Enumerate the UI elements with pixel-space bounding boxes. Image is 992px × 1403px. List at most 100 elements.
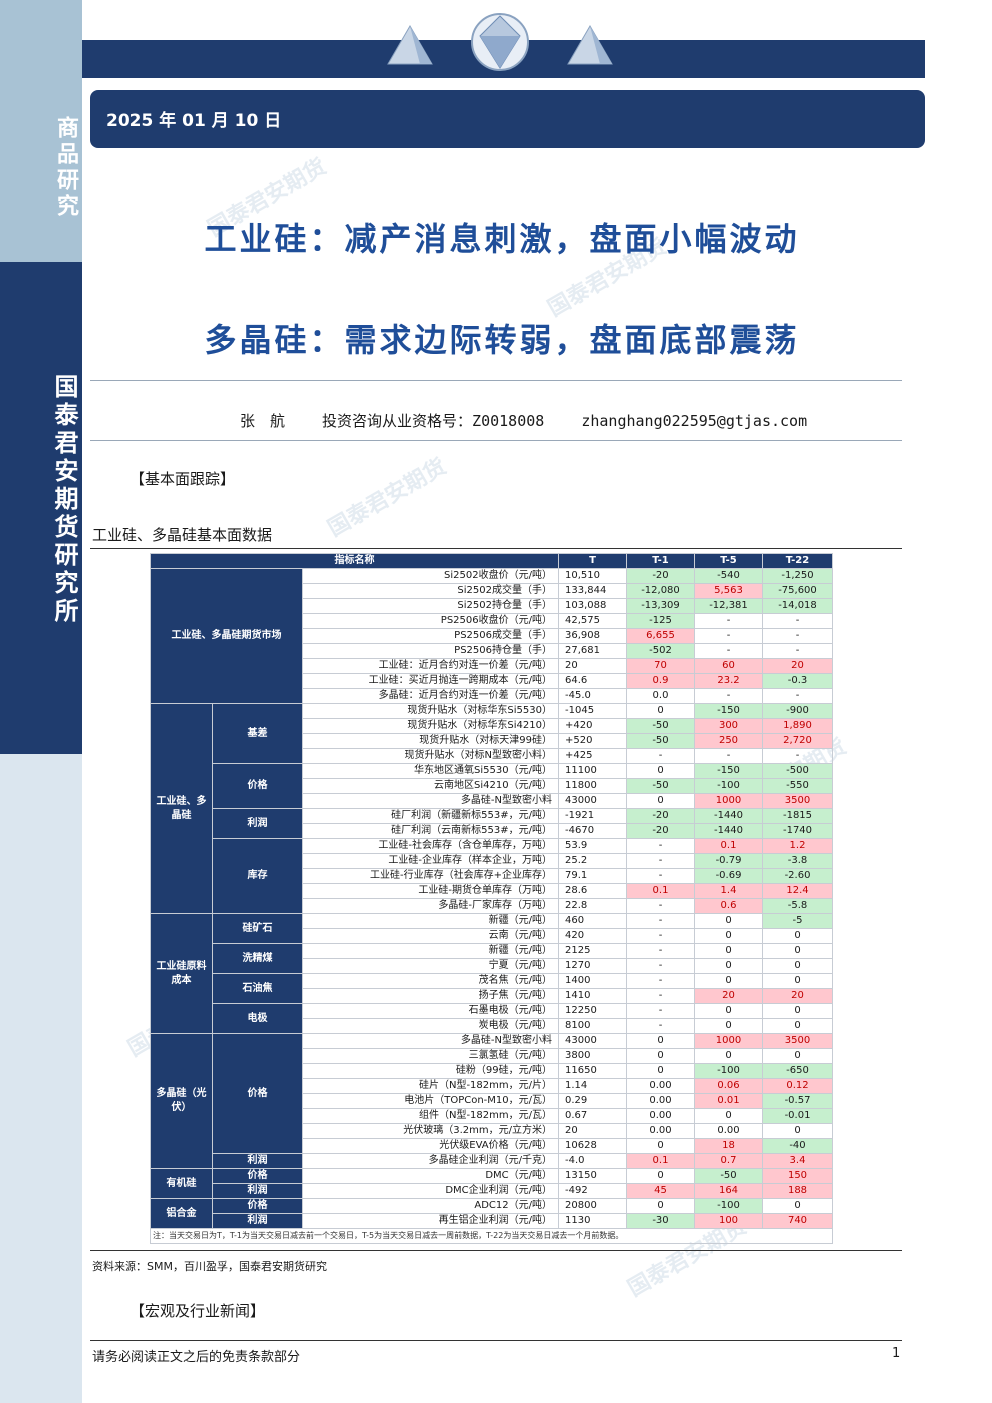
table-row: 现货升贴水（对标华东Si4210） +420 -50 300 1,890 bbox=[151, 718, 833, 734]
indicator-name: Si2502收盘价（元/吨） bbox=[302, 568, 559, 584]
change-t5: 1000 bbox=[694, 793, 763, 809]
change-t22: - bbox=[762, 643, 833, 659]
change-t5: - bbox=[694, 748, 763, 764]
change-t22: -2.60 bbox=[762, 868, 833, 884]
change-t22: -14,018 bbox=[762, 598, 833, 614]
value-t: 8100 bbox=[558, 1018, 627, 1034]
change-t1: - bbox=[626, 898, 695, 914]
change-t5: -12,381 bbox=[694, 598, 763, 614]
value-t: 460 bbox=[558, 913, 627, 929]
change-t22: 150 bbox=[762, 1168, 833, 1184]
change-t22: 1.2 bbox=[762, 838, 833, 854]
indicator-name: 工业硅-社会库存（含仓单库存，万吨） bbox=[302, 838, 559, 854]
value-t: 22.8 bbox=[558, 898, 627, 914]
change-t5: -100 bbox=[694, 1063, 763, 1079]
change-t1: -30 bbox=[626, 1213, 695, 1229]
change-t22: -1740 bbox=[762, 823, 833, 839]
change-t22: 0 bbox=[762, 958, 833, 974]
header-t: T bbox=[558, 553, 627, 569]
change-t1: - bbox=[626, 943, 695, 959]
change-t1: 0.9 bbox=[626, 673, 695, 689]
table-row: 工业硅-行业库存（社会库存+企业库存） 79.1- -0.69 -2.60 bbox=[151, 868, 833, 884]
indicator-name: 多晶硅-N型致密小料 bbox=[302, 793, 559, 809]
change-t1: - bbox=[626, 913, 695, 929]
table-note: 注：当天交易日为T，T-1为当天交易日减去前一个交易日，T-5为当天交易日减去一… bbox=[150, 1228, 833, 1244]
indicator-name: 硅片（N型-182mm，元/片） bbox=[302, 1078, 559, 1094]
indicator-name: 光伏级EVA价格（元/吨） bbox=[302, 1138, 559, 1154]
value-t: 20 bbox=[558, 1123, 627, 1139]
table-row: 利润 硅厂利润（新疆新标553#，元/吨） -1921 -20 -1440 -1815 bbox=[151, 808, 833, 839]
row-subgroup-label: 石油焦 bbox=[212, 973, 303, 1004]
change-t1: -20 bbox=[626, 808, 695, 824]
value-t: 27,681 bbox=[558, 643, 627, 659]
change-t1: 0 bbox=[626, 793, 695, 809]
section-fundamental: 【基本面跟踪】 bbox=[130, 470, 236, 488]
indicator-name: 组件（N型-182mm，元/瓦） bbox=[302, 1108, 559, 1124]
table-row: 硅厂利润（云南新标553#，元/吨） -4670 -20 -1440 -1740 bbox=[151, 823, 833, 839]
change-t22: -500 bbox=[762, 763, 833, 779]
change-t5: -1440 bbox=[694, 808, 763, 824]
header-t5: T-5 bbox=[694, 553, 763, 569]
change-t1: 0.1 bbox=[626, 883, 695, 899]
table-row: 工业硅、多晶硅 基差 现货升贴水（对标华东Si5530） -1045 0 -150 -900 bbox=[150, 703, 833, 914]
table-row: 硅片（N型-182mm，元/片） 1.14 0.00 0.06 0.12 bbox=[151, 1078, 833, 1094]
section-news: 【宏观及行业新闻】 bbox=[130, 1302, 266, 1320]
indicator-name: 硅粉（99硅，元/吨） bbox=[302, 1063, 559, 1079]
row-subgroup-label: 利润 bbox=[212, 1153, 303, 1169]
value-t: 20 bbox=[558, 658, 627, 674]
change-t22: -40 bbox=[762, 1138, 833, 1154]
table-row: PS2506持仓量（手） 27,681 -502- - bbox=[151, 643, 833, 659]
header-t1: T-1 bbox=[626, 553, 695, 569]
change-t1: 0.00 bbox=[626, 1108, 695, 1124]
change-t1: - bbox=[626, 1018, 695, 1034]
change-t22: 1,890 bbox=[762, 718, 833, 734]
change-t1: -50 bbox=[626, 733, 695, 749]
change-t1: -20 bbox=[626, 823, 695, 839]
report-date: 2025 年 01 月 10 日 bbox=[106, 111, 282, 131]
footer-disclaimer[interactable]: 请务必阅读正文之后的免责条款部分 bbox=[92, 1350, 301, 1365]
row-subgroup-label: 利润 bbox=[212, 1213, 303, 1229]
change-t22: -550 bbox=[762, 778, 833, 794]
indicator-name: 现货升贴水（对标华东Si5530） bbox=[302, 703, 559, 719]
indicator-name: 云南（元/吨） bbox=[302, 928, 559, 944]
change-t22: -1,250 bbox=[762, 568, 833, 584]
indicator-name: Si2502持仓量（手） bbox=[302, 598, 559, 614]
indicator-name: 多晶硅-厂家库存（万吨） bbox=[302, 898, 559, 914]
value-t: 3800 bbox=[558, 1048, 627, 1064]
change-t22: -650 bbox=[762, 1063, 833, 1079]
indicator-name: PS2506成交量（手） bbox=[302, 628, 559, 644]
change-t1: - bbox=[626, 868, 695, 884]
row-subgroup-label: 利润 bbox=[212, 1183, 303, 1199]
header-indicator: 指标名称 bbox=[150, 553, 559, 569]
row-subgroup-label: 价格 bbox=[212, 1168, 303, 1184]
indicator-name: 多晶硅-N型致密小料 bbox=[302, 1033, 559, 1049]
value-t: -45.0 bbox=[558, 688, 627, 704]
change-t1: - bbox=[626, 928, 695, 944]
value-t: 64.6 bbox=[558, 673, 627, 689]
value-t: 43000 bbox=[558, 793, 627, 809]
change-t5: 1000 bbox=[694, 1033, 763, 1049]
table-row: 多晶硅-N型致密小料 43000 0 1000 3500 bbox=[151, 793, 833, 809]
value-t: 25.2 bbox=[558, 853, 627, 869]
indicator-name: 新疆（元/吨） bbox=[302, 913, 559, 929]
change-t5: 0.00 bbox=[694, 1123, 763, 1139]
change-t1: - bbox=[626, 973, 695, 989]
author-email[interactable]: zhanghang022595@gtjas.com bbox=[581, 412, 808, 430]
change-t5: 0 bbox=[694, 943, 763, 959]
indicator-name: 工业硅：近月合约对连一价差（元/吨） bbox=[302, 658, 559, 674]
change-t5: 0.7 bbox=[694, 1153, 763, 1169]
row-subgroup-label: 库存 bbox=[212, 838, 303, 914]
change-t1: 70 bbox=[626, 658, 695, 674]
change-t5: 0 bbox=[694, 1108, 763, 1124]
indicator-name: 宁夏（元/吨） bbox=[302, 958, 559, 974]
change-t22: -1815 bbox=[762, 808, 833, 824]
watermark: 国泰君安期货 bbox=[323, 454, 451, 542]
author-divider bbox=[90, 440, 902, 441]
value-t: -4.0 bbox=[558, 1153, 627, 1169]
change-t1: 0 bbox=[626, 1168, 695, 1184]
change-t22: 188 bbox=[762, 1183, 833, 1199]
value-t: 0.67 bbox=[558, 1108, 627, 1124]
author-line: 张 航 投资咨询从业资格号：Z0018008 zhanghang022595@g… bbox=[240, 410, 835, 431]
footer-rule bbox=[90, 1340, 902, 1341]
change-t1: - bbox=[626, 988, 695, 1004]
